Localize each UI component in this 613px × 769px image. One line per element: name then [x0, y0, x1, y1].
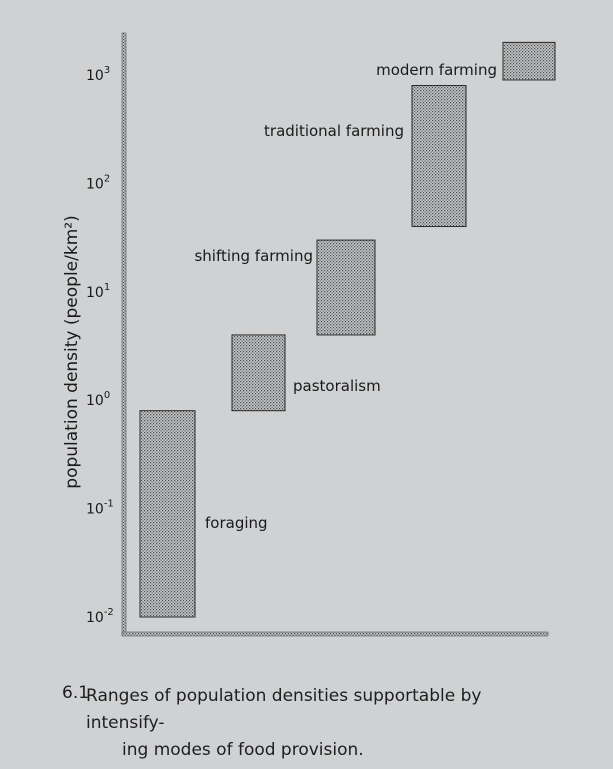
range-chart: 10-2 10-1 100 101 102 103 foraging pastoralism…	[62, 32, 556, 637]
range-bar-foraging	[139, 410, 196, 618]
y-tick-label: 10-2	[86, 607, 114, 626]
y-tick-label: 101	[86, 282, 110, 301]
y-tick-label: 100	[86, 390, 110, 409]
caption-line-2: ing modes of food provision.	[122, 740, 364, 760]
figure-caption: Ranges of population densities supportab…	[86, 683, 556, 764]
bar-label-traditional-farming: traditional farming	[264, 122, 404, 140]
range-bar-traditional-farming	[411, 85, 467, 228]
tick-labels-layer: 10-2 10-1 100 101 102 103	[86, 65, 114, 626]
figure-number: 6.1	[62, 683, 90, 703]
bar-label-pastoralism: pastoralism	[293, 377, 381, 395]
bar-label-foraging: foraging	[205, 514, 268, 532]
y-axis-label: population density (people/km²)	[62, 215, 82, 488]
y-tick-label: 102	[86, 173, 110, 192]
y-tick-label: 103	[86, 65, 110, 84]
caption-line-1: Ranges of population densities supportab…	[86, 686, 482, 733]
y-tick-label: 10-1	[86, 499, 114, 518]
bar-label-shifting-farming: shifting farming	[194, 247, 313, 265]
range-bar-modern-farming	[502, 41, 556, 81]
bar-labels-layer: foraging pastoralism shifting farming tradi…	[194, 61, 497, 532]
bars-layer	[139, 41, 556, 618]
y-axis-line	[121, 32, 127, 636]
bar-label-modern-farming: modern farming	[376, 61, 497, 79]
x-axis-line	[121, 631, 549, 637]
range-bar-shifting-farming	[316, 239, 376, 336]
range-bar-pastoralism	[231, 334, 286, 412]
axes-layer	[121, 32, 549, 637]
